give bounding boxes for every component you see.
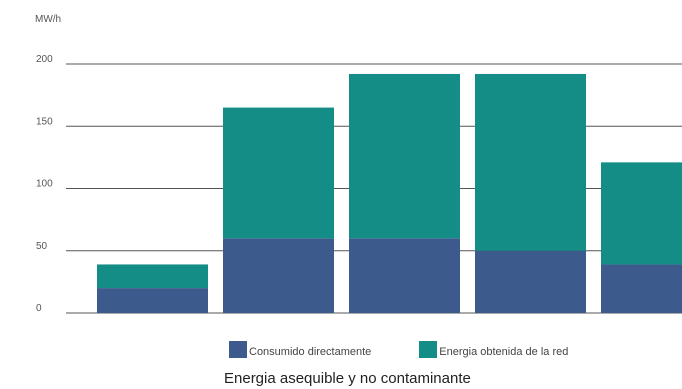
legend: Consumido directamente Energia obtenida … (229, 341, 568, 358)
y-tick-label-100: 100 (36, 179, 53, 190)
bar-5-series-2 (601, 162, 682, 265)
legend-item-consumido: Consumido directamente (229, 341, 371, 358)
bar-2-series-2 (223, 107, 334, 239)
bar-1-series-2 (97, 264, 208, 289)
chart-caption: Energia asequible y no contaminante (224, 370, 471, 387)
bar-5-series-1 (601, 264, 682, 313)
y-tick-label-150: 150 (36, 116, 53, 127)
bars (97, 73, 682, 313)
legend-label-consumido: Consumido directamente (249, 346, 372, 358)
y-tick-label-0: 0 (36, 303, 42, 314)
bar-3-series-2 (349, 73, 460, 239)
legend-swatch-red (419, 341, 438, 358)
bar-3-series-1 (349, 238, 460, 313)
bar-4-series-1 (475, 250, 586, 313)
bar-4-series-2 (475, 73, 586, 251)
legend-swatch-consumido (229, 341, 247, 358)
y-tick-label-50: 50 (36, 241, 48, 252)
legend-item-red: Energia obtenida de la red (419, 341, 568, 358)
bar-1-series-1 (97, 288, 208, 313)
legend-label-red: Energia obtenida de la red (439, 346, 569, 358)
y-axis-ticks: 0 50 100 150 200 (36, 54, 53, 314)
bar-2-series-1 (223, 238, 334, 313)
y-tick-label-200: 200 (36, 54, 53, 65)
y-axis-unit-label: MW/h (35, 14, 61, 25)
